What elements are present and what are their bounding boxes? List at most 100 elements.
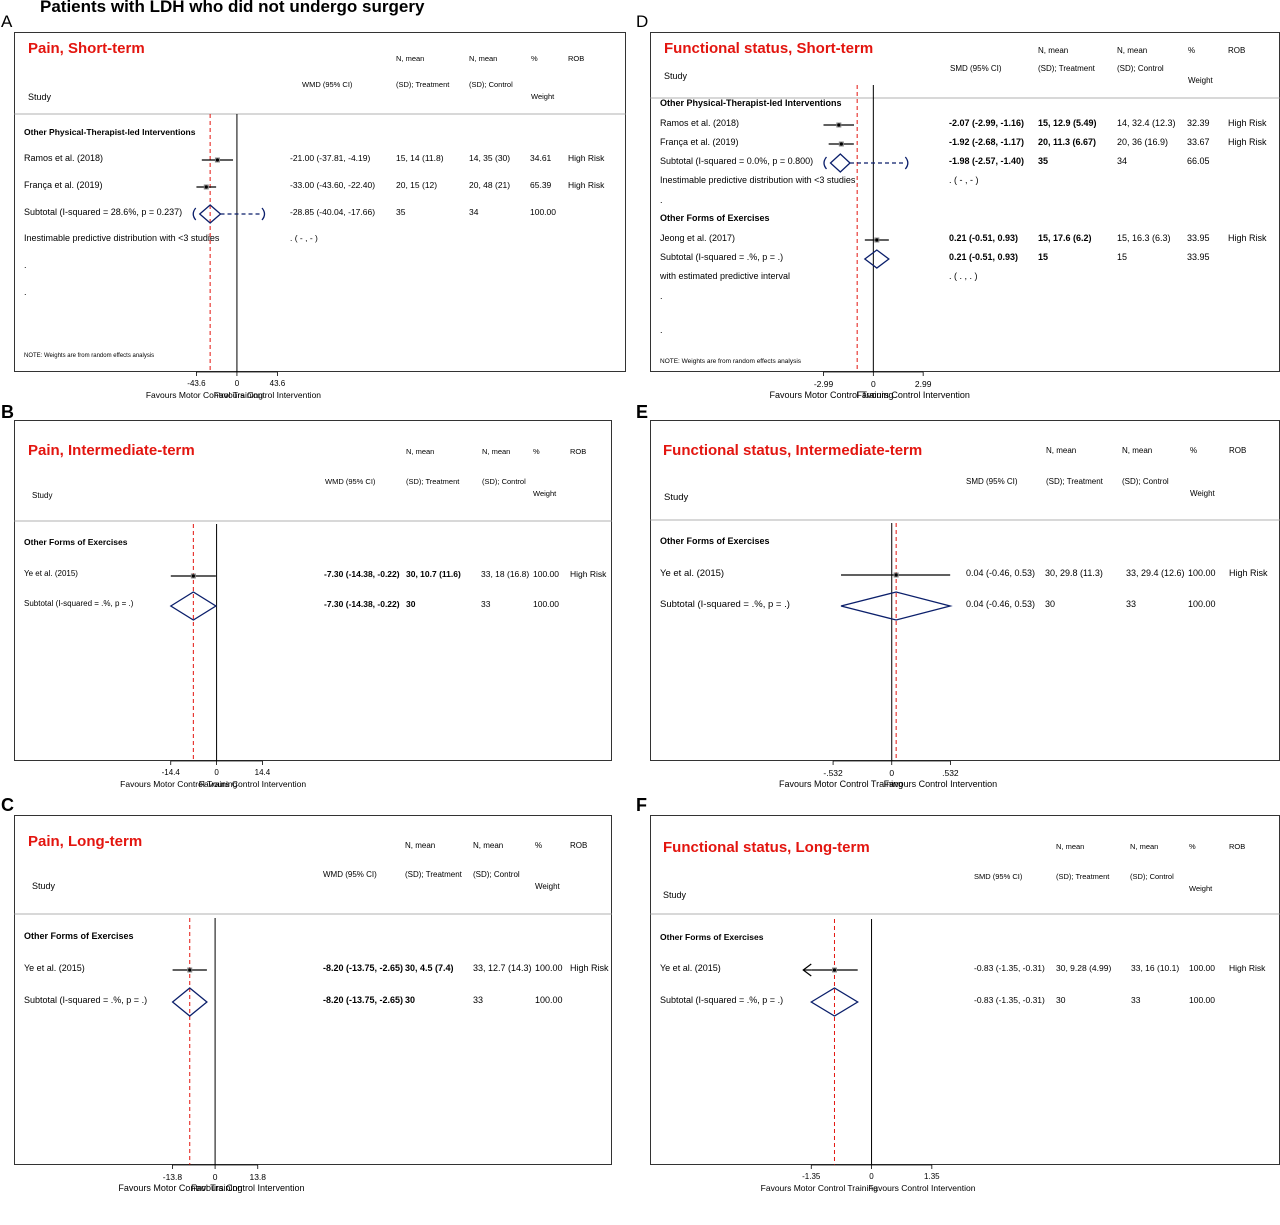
row-weight: 33.95 [1187,252,1210,262]
x-label-left: Favours Motor Control Training [145,390,264,400]
header-n-treatment-1: N, mean [1056,842,1085,851]
subtotal-diamond [810,987,859,1017]
header-weight-2: Weight [535,882,560,891]
header-n-treatment-1: N, mean [1046,446,1077,455]
plot-frame [14,815,612,1165]
point-estimate [832,968,837,972]
x-label-right: Favours Control Intervention [190,1183,305,1193]
x-tick-label: 0 [889,768,895,778]
x-tick-label: 0 [869,1172,874,1181]
forest-plot-B: Pain, Intermediate-term Study WMD (95% CI)… [14,420,612,821]
row-control: 34 [469,207,479,217]
x-tick-label: -.532 [823,768,843,778]
row-label-study: Ye et al. (2015) [660,963,721,973]
row-ci: -21.00 (-37.81, -4.19) [290,153,371,163]
header-study: Study [28,92,52,102]
row-treatment: 20, 11.3 (6.67) [1038,137,1097,147]
row-ci: -0.83 (-1.35, -0.31) [974,995,1045,1005]
header-effect: SMD (95% CI) [974,872,1023,881]
row-rob: High Risk [1228,137,1267,147]
row-label-group: Other Forms of Exercises [24,537,128,547]
row-ci: -7.30 (-14.38, -0.22) [324,599,400,609]
header-n-treatment-2: (SD); Treatment [1038,64,1095,73]
row-label-group: Other Forms of Exercises [660,213,770,223]
study-marker [864,237,889,243]
panel-letter-F: F [636,795,647,815]
subtotal-diamond [823,153,909,173]
row-label-footnote: NOTE: Weights are from random effects an… [24,353,155,359]
study-marker [802,963,858,977]
row-label-note: Inestimable predictive distribution with… [24,233,220,243]
row-ci: -7.30 (-14.38, -0.22) [324,569,400,579]
row-label-study: Ye et al. (2015) [24,963,85,973]
row-weight: 65.39 [530,180,552,190]
row-weight: 33.67 [1187,137,1210,147]
row-rob: High Risk [1228,118,1267,128]
row-weight: 100.00 [535,995,563,1005]
header-n-control-1: N, mean [473,841,504,850]
row-treatment: 30, 9.28 (4.99) [1056,963,1112,973]
header-rob: ROB [568,54,585,63]
row-control: 33, 18 (16.8) [481,569,530,579]
row-treatment: 30 [406,599,416,609]
subtotal-diamond [169,591,218,621]
header-weight-1: % [535,841,543,850]
x-label-right: Favours Control Intervention [883,779,998,789]
row-label-study: Ramos et al. (2018) [660,118,740,128]
header-rob: ROB [1229,446,1247,455]
panel-title: Functional status, Long-term [663,839,870,856]
row-ci: -2.07 (-2.99, -1.16) [949,118,1025,128]
row-label-group: Other Forms of Exercises [660,932,764,942]
row-label-dot: . [660,195,663,205]
diamond [810,987,859,1017]
header-n-control-1: N, mean [1117,46,1148,55]
pi-arrow-right [904,156,909,170]
row-label-dot: . [660,291,663,301]
forest-svg [650,913,1280,1169]
header-effect: WMD (95% CI) [302,80,353,89]
header-effect: SMD (95% CI) [950,64,1002,73]
panel-title: Pain, Long-term [28,833,143,850]
point-estimate [188,968,192,972]
point-estimate [204,185,208,189]
row-control: 14, 35 (30) [469,153,511,163]
forest-svg [14,113,626,376]
row-label-subtotal: Subtotal (I-squared = 28.6%, p = 0.237) [24,207,183,217]
row-treatment: 35 [396,207,406,217]
pi-arrow-left [823,156,828,170]
study-marker [828,141,854,147]
ci-arrow-head [802,963,812,977]
row-label-group: Other Forms of Exercises [660,536,770,546]
row-label-subtotal: Subtotal (I-squared = .%, p = .) [660,599,790,610]
header-weight-1: % [1190,446,1198,455]
row-treatment: 15 [1038,252,1049,262]
plot-frame [14,420,612,761]
header-n-treatment-2: (SD); Treatment [405,870,462,879]
header-weight-1: % [1188,46,1196,55]
header-weight-2: Weight [1188,76,1213,85]
row-treatment: 15, 12.9 (5.49) [1038,118,1097,128]
header-weight-2: Weight [533,489,557,498]
x-label-left: Favours Motor Control Training [118,1183,243,1193]
x-tick-label: 1.35 [924,1172,940,1181]
row-control: 15, 16.3 (6.3) [1117,233,1171,243]
header-n-control-1: N, mean [1122,446,1153,455]
row-weight: 100.00 [1188,599,1216,609]
x-tick-label: 0 [870,379,876,389]
header-study: Study [32,491,53,500]
row-label-dot: . [660,325,663,335]
x-tick-label: 0 [234,379,240,388]
row-label-subtotal: Subtotal (I-squared = .%, p = .) [24,599,134,608]
header-effect: SMD (95% CI) [966,477,1018,486]
row-control: 33 [481,599,491,609]
row-ci: 0.04 (-0.46, 0.53) [966,568,1036,578]
header-study: Study [664,71,688,81]
header-weight-2: Weight [531,92,555,101]
row-control: 20, 36 (16.9) [1117,137,1169,147]
row-control: 33, 16 (10.1) [1131,963,1180,973]
panel-letter-E: E [636,402,649,422]
row-label-group: Other Physical-Therapist-led Interventio… [660,98,842,108]
row-treatment: 15, 14 (11.8) [396,153,444,163]
subtotal-diamond [171,987,208,1017]
row-ci: 0.21 (-0.51, 0.93) [949,233,1019,243]
